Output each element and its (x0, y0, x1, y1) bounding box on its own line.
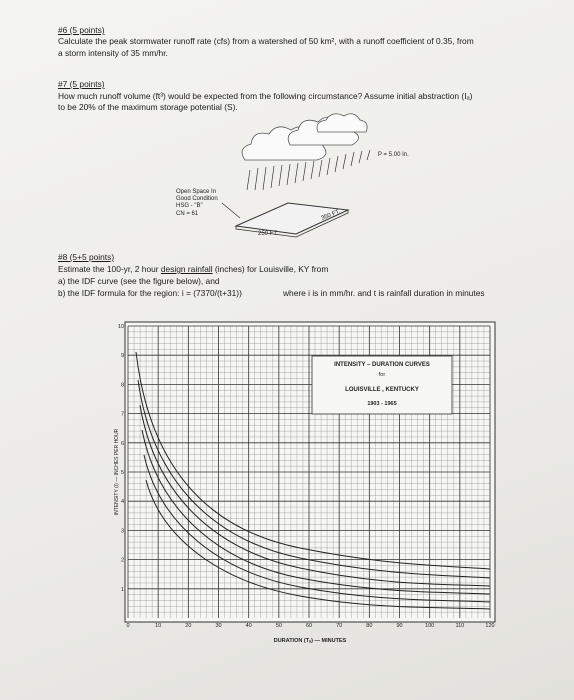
clouds (241, 113, 368, 161)
text-run: Estimate the 100-yr, 2 hour (58, 264, 161, 274)
precip-label: P = 5.00 In. (378, 152, 409, 158)
x-tick-label: 70 (336, 623, 342, 629)
y-tick-label: 3 (121, 528, 124, 534)
rain (246, 149, 371, 191)
y-tick-label: 1 (121, 587, 124, 593)
x-tick-label: 50 (276, 623, 282, 629)
question-text: where i is in mm/hr. and t is rainfall d… (283, 288, 485, 298)
width-label: 250 FT. (258, 231, 278, 237)
x-tick-label: 80 (366, 623, 372, 629)
y-tick-label: 5 (121, 470, 124, 476)
x-tick-label: 10 (155, 623, 161, 629)
question-text: b) the IDF formula for the region: i = (… (58, 288, 242, 298)
x-tick-label: 20 (185, 623, 191, 629)
x-tick-label: 90 (396, 623, 402, 629)
text-run: (inches) for Louisville, KY from (212, 264, 329, 274)
question-text: a storm intensity of 35 mm/hr. (58, 48, 168, 58)
question-heading: #6 (5 points) (58, 25, 105, 35)
land-label: Open Space In (176, 189, 216, 195)
legend-text: 1903 - 1965 (367, 401, 396, 407)
y-tick-label: 8 (121, 382, 124, 388)
x-tick-label: 40 (246, 623, 252, 629)
x-tick-label: 30 (215, 623, 221, 629)
land-label: CN = 61 (176, 211, 199, 217)
question-text: to be 20% of the maximum storage potenti… (58, 102, 238, 112)
y-tick-label: 4 (121, 499, 124, 505)
question-text: Estimate the 100-yr, 2 hour design rainf… (58, 264, 328, 274)
idf-curves (135, 351, 491, 610)
question-heading: #8 (5+5 points) (58, 252, 115, 262)
legend-text: for (379, 372, 386, 378)
y-tick-label: 2 (121, 558, 124, 564)
grid (127, 325, 491, 618)
y-tick-label: 7 (121, 412, 124, 418)
question-text: a) the IDF curve (see the figure below),… (58, 276, 220, 286)
text-run: design rainfall (160, 264, 213, 274)
legend-title: INTENSITY – DURATION CURVES (334, 362, 430, 368)
x-tick-label: 110 (455, 623, 464, 629)
question-heading: #7 (5 points) (58, 79, 105, 89)
plane-edge (235, 210, 349, 238)
y-tick-label: 10 (118, 324, 124, 330)
y-tick-label: 9 (121, 353, 124, 359)
x-tick-label: 0 (126, 623, 129, 629)
y-tick-label: 6 (121, 441, 124, 447)
y-axis-label: INTENSITY (I) — INCHES PER HOUR (114, 428, 120, 515)
x-tick-label: 100 (425, 623, 434, 629)
x-axis-label: DURATION (Tₐ) — MINUTES (274, 638, 347, 644)
land-label: Good Condition (176, 196, 218, 202)
legend-text: LOUISVILLE , KENTUCKY (345, 387, 419, 393)
legend-box (311, 355, 453, 415)
pointer (221, 202, 241, 219)
land-label: HSG - "B" (176, 203, 203, 209)
watershed-plane (234, 202, 350, 235)
x-tick-label: 60 (306, 623, 312, 629)
question-text: Calculate the peak stormwater runoff rat… (58, 36, 474, 46)
question-text: How much runoff volume (ft³) would be ex… (58, 91, 473, 101)
x-tick-label: 120 (485, 623, 494, 629)
